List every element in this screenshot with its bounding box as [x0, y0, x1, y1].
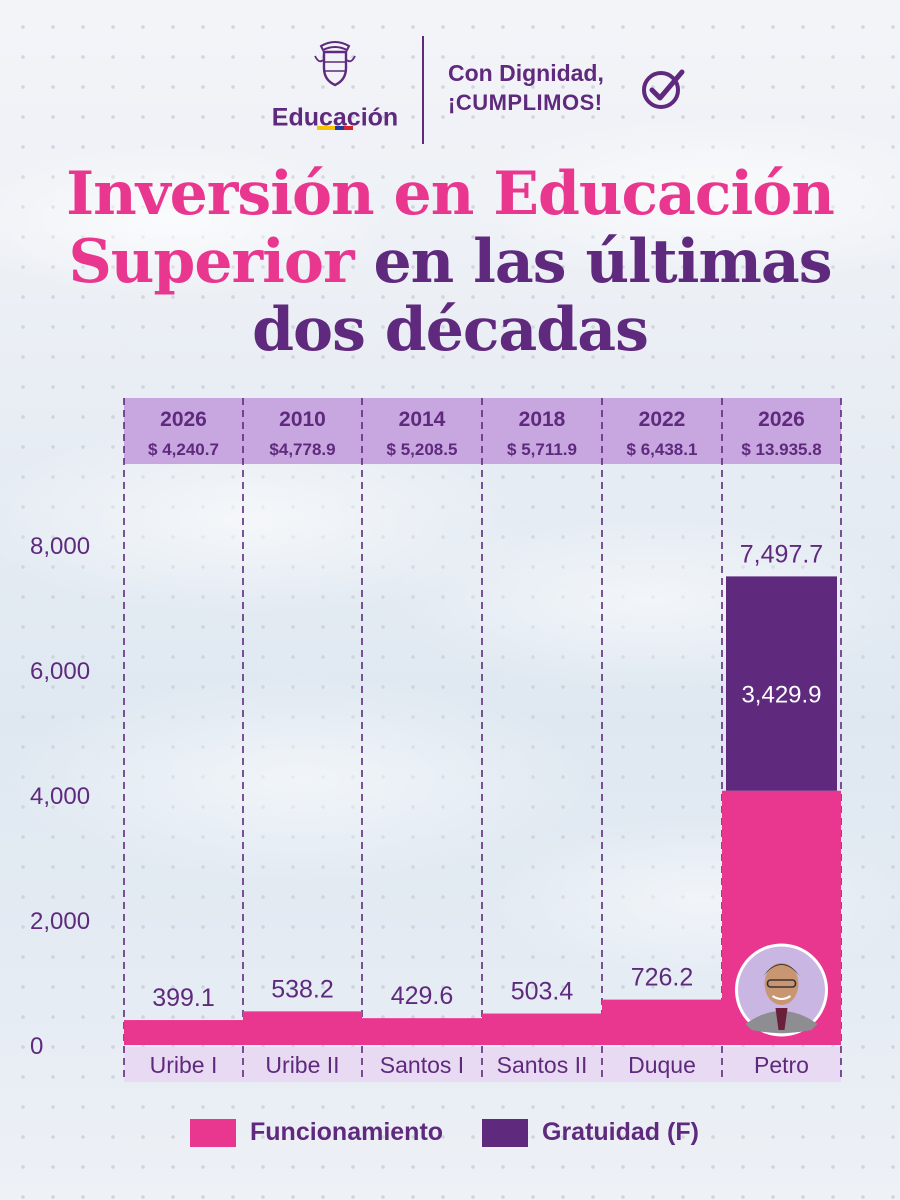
ministry-logo: Educación: [255, 30, 415, 140]
category-label: Santos II: [497, 1052, 588, 1078]
portrait-smile: [771, 995, 792, 1000]
title-line2-highlight: Superior: [68, 227, 354, 297]
portrait-face: [764, 963, 799, 1005]
title-line2-rest: en las últimas: [353, 227, 832, 297]
header-total: $ 6,438.1: [627, 440, 698, 459]
header-divider: [422, 36, 424, 144]
title-line1: Inversión en Educación: [66, 159, 835, 229]
bar-funcionamiento: [602, 999, 722, 1045]
category-label: Santos I: [380, 1052, 464, 1078]
header-total: $ 13.935.8: [741, 440, 821, 459]
data-label: 538.2: [271, 975, 334, 1003]
bar-gratuidad: [726, 576, 837, 791]
category-label: Uribe I: [150, 1052, 218, 1078]
y-tick-label: 0: [30, 1033, 43, 1060]
header-year: 2022: [639, 408, 686, 431]
legend-label-funcionamiento: Funcionamiento: [250, 1118, 444, 1146]
title-line3: dos décadas: [252, 295, 649, 365]
check-circle-icon: [642, 69, 685, 109]
data-label: 429.6: [391, 982, 454, 1010]
data-label: 7,497.7: [740, 540, 823, 568]
data-label: 399.1: [152, 984, 215, 1012]
header-total: $4,778.9: [269, 440, 335, 459]
data-label: 503.4: [511, 978, 574, 1006]
page-title: Inversión en Educación Superior en las ú…: [0, 160, 900, 364]
bar-funcionamiento: [243, 1011, 362, 1045]
header-year: 2018: [519, 408, 566, 431]
legend-label-gratuidad: Gratuidad (F): [542, 1118, 699, 1146]
header-total: $ 4,240.7: [148, 440, 219, 459]
y-tick-label: 6,000: [30, 658, 90, 685]
portrait-glasses: [766, 979, 797, 988]
bar-funcionamiento: [482, 1013, 602, 1045]
header-year: 2026: [758, 408, 805, 431]
category-label: Petro: [754, 1052, 809, 1078]
header-year: 2026: [160, 408, 207, 431]
portrait-hair: [763, 964, 800, 976]
legend-item-funcionamiento: Funcionamiento: [190, 1118, 443, 1147]
investment-chart: 0 2,000 4,000 6,000 8,000 2026 $ 4,240.7 399.1 U…: [30, 398, 842, 1082]
header-year: 2014: [399, 408, 446, 431]
y-tick-label: 8,000: [30, 533, 90, 560]
motto-line1: Con Dignidad,: [448, 60, 604, 86]
y-tick-label: 4,000: [30, 783, 90, 810]
y-tick-label: 2,000: [30, 908, 90, 935]
category-label: Duque: [628, 1052, 696, 1078]
bar-funcionamiento: [362, 1018, 482, 1045]
bar-inner-label: 3,429.9: [741, 681, 821, 708]
flag-bar: [317, 126, 353, 130]
legend-item-gratuidad: Gratuidad (F): [482, 1118, 699, 1147]
data-label: 726.2: [631, 964, 694, 992]
header-row-bg: [124, 398, 841, 464]
legend-swatch-pink: [190, 1118, 236, 1147]
header-year: 2010: [279, 408, 326, 431]
motto-line2: ¡CUMPLIMOS!: [448, 90, 603, 115]
portrait-tie: [775, 1008, 788, 1030]
header-total: $ 5,208.5: [387, 440, 458, 459]
header-total: $ 5,711.9: [507, 440, 577, 459]
category-label: Uribe II: [265, 1052, 339, 1078]
bar-funcionamiento: [124, 1020, 243, 1045]
crest-icon: [314, 41, 356, 87]
legend-swatch-purple: [482, 1118, 528, 1147]
